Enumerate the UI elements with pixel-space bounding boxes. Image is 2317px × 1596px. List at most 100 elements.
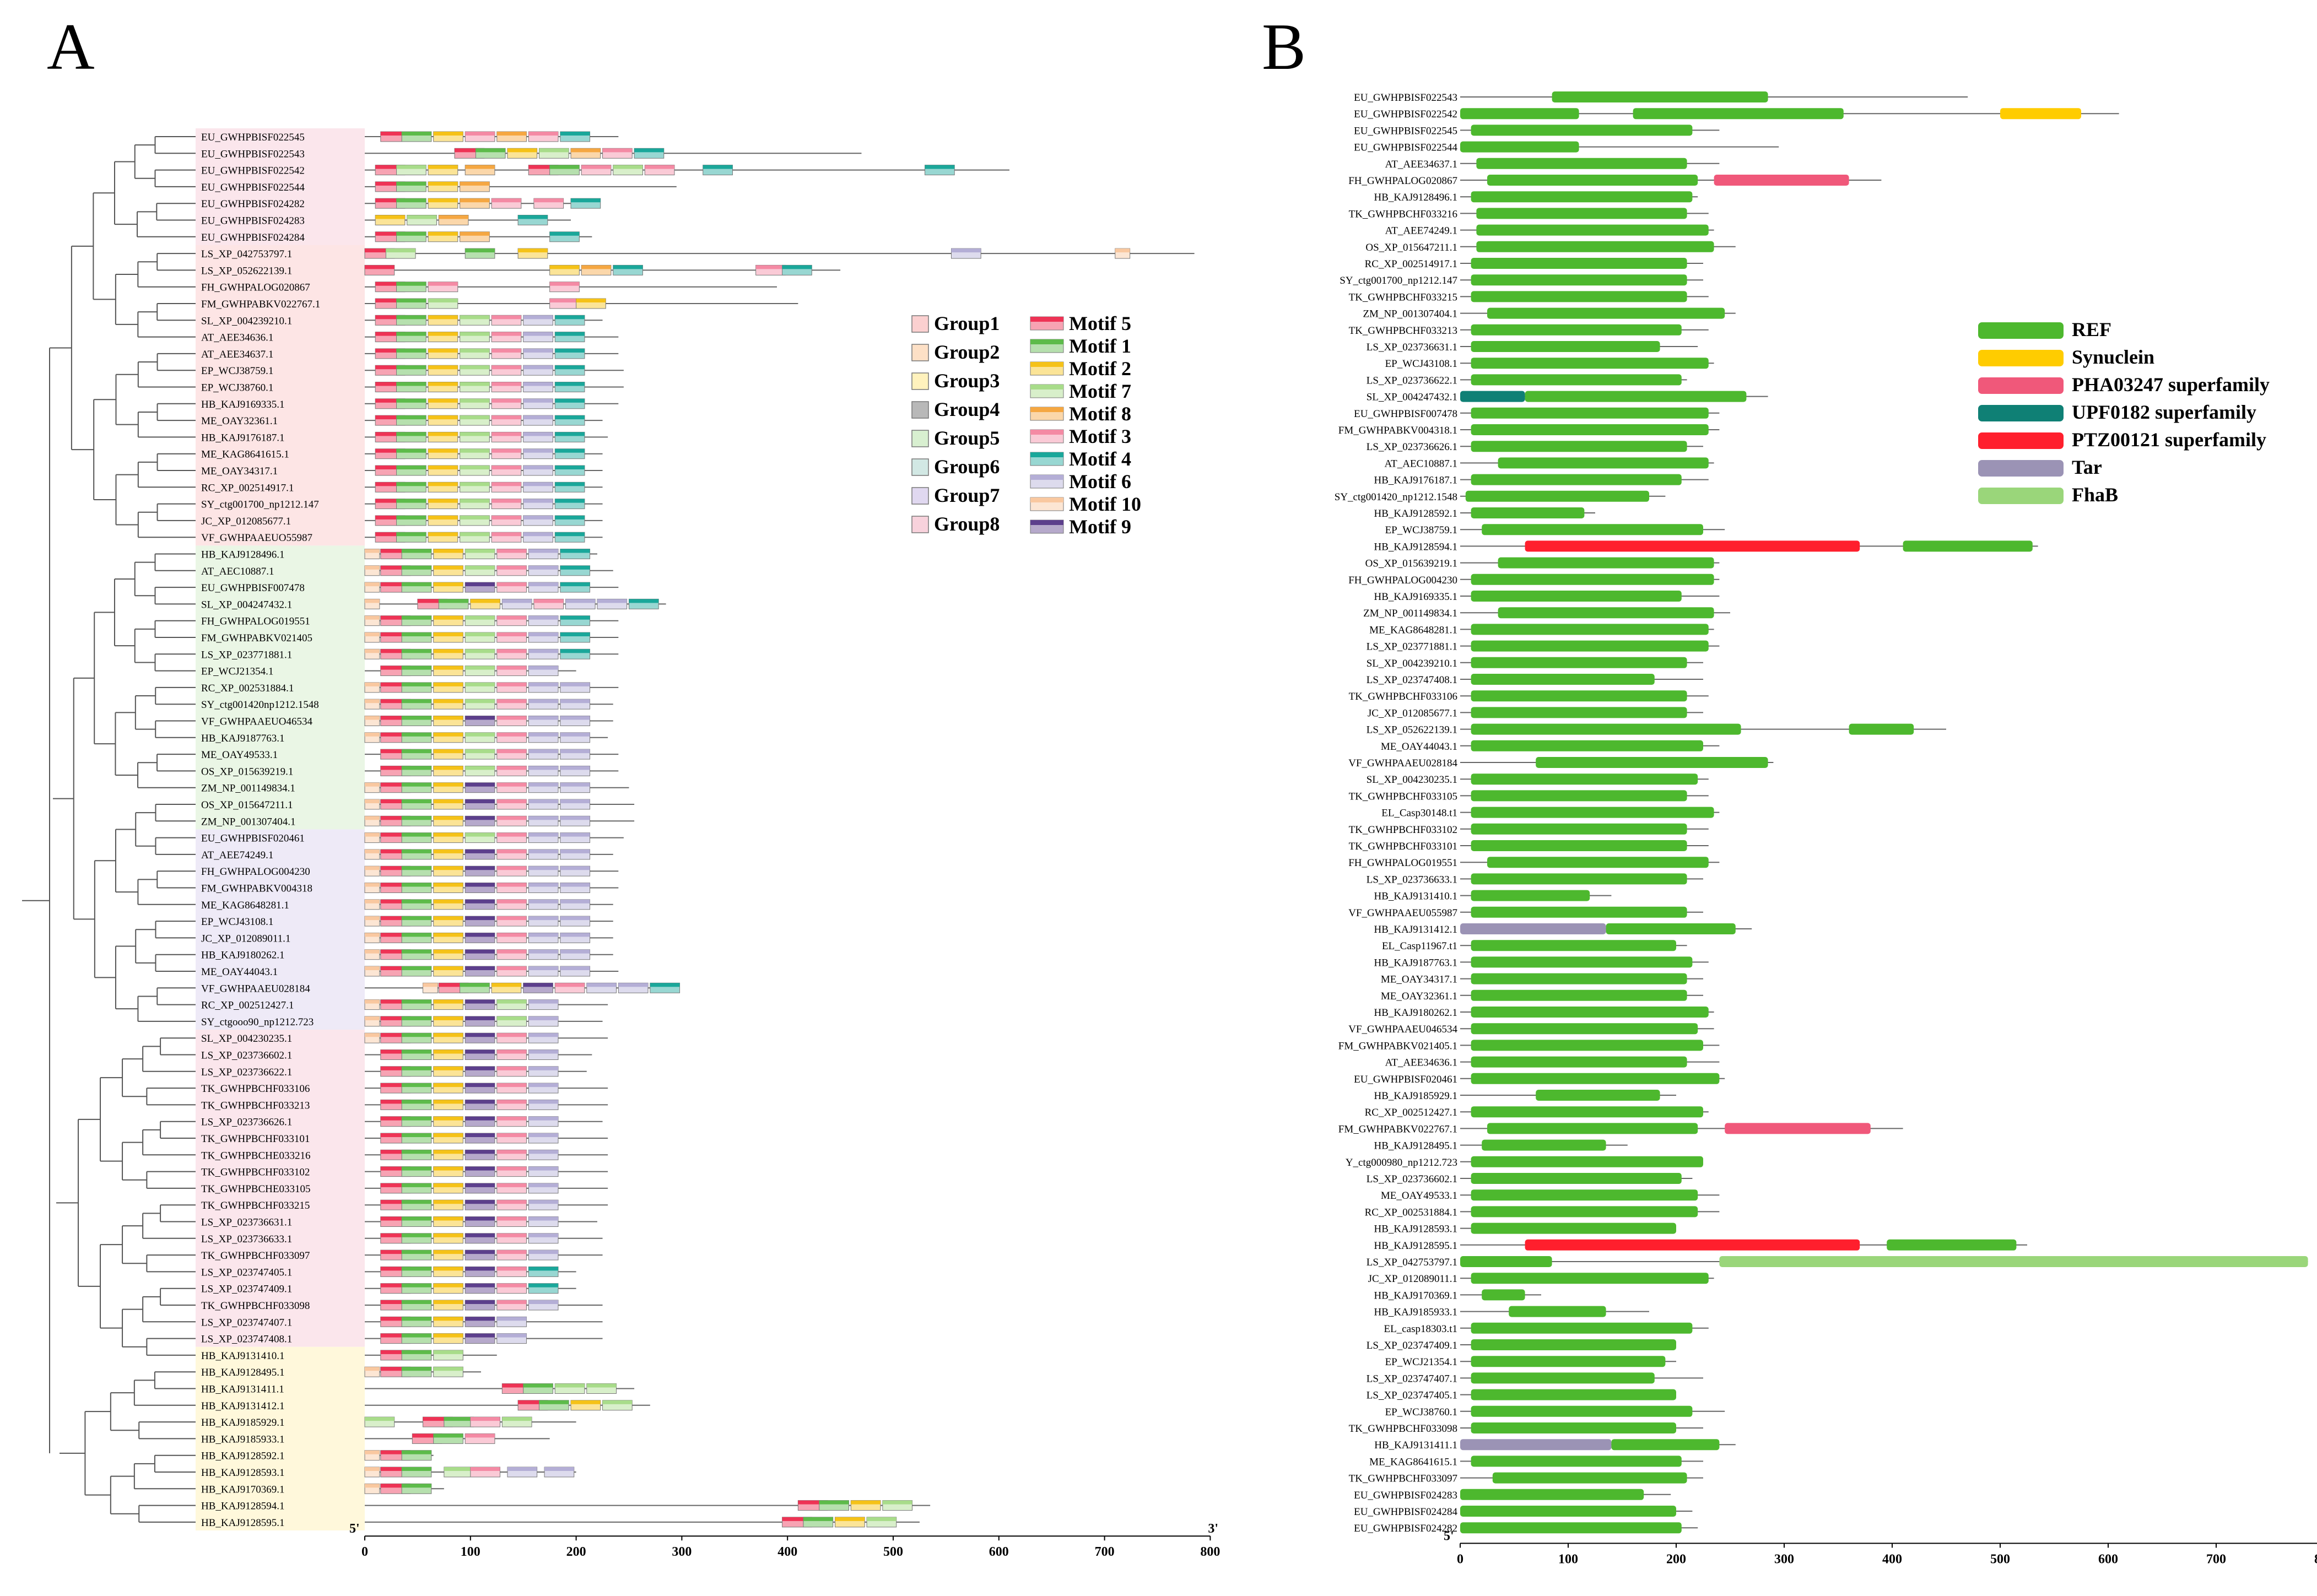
motif-band: [492, 198, 521, 203]
protein-label: HB_KAJ9176187.1: [1374, 475, 1457, 486]
domain-box: [1471, 574, 1714, 585]
motif-band: [523, 532, 553, 537]
domain-box: [1471, 707, 1687, 718]
motif-band: [396, 365, 426, 370]
protein-label: EP_WCJ43108.1: [1385, 358, 1457, 370]
sequence-label: TK_GWHPBCHF033215: [201, 1200, 310, 1211]
motif-band: [433, 949, 463, 954]
motif-band: [365, 916, 380, 921]
protein-label: AT_AEE34637.1: [1385, 159, 1457, 170]
motif-band: [629, 599, 659, 603]
sequence-label: LS_XP_023736622.1: [201, 1067, 292, 1078]
motif-band: [423, 1417, 453, 1421]
protein-label: HB_KAJ9128496.1: [1374, 192, 1457, 203]
domain-box: [1471, 274, 1687, 286]
motif-band: [496, 1066, 527, 1070]
motif-band: [496, 883, 527, 887]
domain-box: [1471, 1156, 1703, 1167]
motif-band: [539, 148, 569, 153]
domain-box: [1471, 740, 1703, 751]
motif-band: [476, 148, 506, 153]
sequence-label: HB_KAJ9131410.1: [201, 1350, 284, 1362]
domain-box: [1498, 457, 1709, 469]
motif-band: [560, 949, 590, 954]
motif-band: [433, 615, 463, 620]
protein-label: TK_GWHPBCHF033098: [1349, 1423, 1457, 1435]
domain-box: [1471, 773, 1698, 785]
protein-label: TK_GWHPBCHF033105: [1349, 791, 1457, 802]
domain-swatch: [1978, 432, 2064, 449]
motif-band: [851, 1500, 881, 1505]
motif-band: [402, 799, 431, 803]
domain-box: [1471, 1222, 1676, 1234]
motif-label: Motif 4: [1069, 448, 1131, 470]
sequence-label: ME_OAY49533.1: [201, 749, 278, 761]
motif-band: [586, 1383, 617, 1388]
motif-band: [365, 615, 380, 620]
motif-band: [555, 466, 585, 469]
sequence-label: EU_GWHPBISF022543: [201, 148, 305, 160]
motif-band: [492, 499, 521, 503]
motif-band: [380, 549, 411, 553]
motif-band: [396, 432, 426, 436]
protein-label: HB_KAJ9128594.1: [1374, 541, 1457, 553]
motif-band: [433, 732, 463, 737]
motif-band: [560, 849, 590, 853]
motif-band: [402, 999, 431, 1004]
motif-band: [465, 582, 495, 587]
sequence-label: AT_AEE34637.1: [201, 349, 273, 360]
domain-box: [1471, 624, 1709, 635]
protein-label: OS_XP_015647211.1: [1365, 242, 1457, 253]
motif-band: [375, 482, 405, 486]
domain-box: [1482, 1139, 1606, 1151]
motif-band: [375, 382, 405, 386]
motif-band: [380, 1250, 411, 1254]
motif-band: [496, 732, 527, 737]
motif-band: [465, 899, 495, 904]
domain-box: [1471, 258, 1687, 269]
sequence-label: TK_GWHPBCHF033101: [201, 1133, 310, 1145]
protein-label: EP_WCJ38760.1: [1385, 1406, 1457, 1418]
motif-band: [433, 1333, 463, 1338]
motif-band: [571, 1400, 601, 1404]
motif-band: [380, 1066, 411, 1070]
domain-box: [1487, 1123, 1698, 1134]
motif-band: [465, 749, 495, 754]
protein-label: EU_GWHPBISF022542: [1354, 109, 1457, 120]
motif-band: [444, 1417, 474, 1421]
motif-band: [433, 1166, 463, 1171]
protein-label: SL_XP_004230235.1: [1367, 774, 1457, 786]
domain-swatch: [1978, 322, 2064, 339]
motif-band: [528, 716, 558, 720]
domain-box: [1460, 1506, 1676, 1517]
motif-band: [433, 565, 463, 570]
motif-band: [528, 782, 558, 787]
protein-label: VF_GWHPAAEU046534: [1348, 1024, 1457, 1035]
motif-band: [402, 749, 431, 754]
domain-box: [1471, 358, 1709, 369]
motif-band: [528, 1150, 558, 1154]
motif-band: [433, 1033, 463, 1037]
motif-band: [433, 582, 463, 587]
motif-band: [496, 565, 527, 570]
motif-band: [402, 1333, 431, 1338]
domain-box: [1849, 723, 1914, 735]
motif-band: [380, 933, 411, 937]
domain-box: [1460, 391, 1525, 402]
protein-label: EU_GWHPBISF024284: [1354, 1506, 1457, 1518]
motif-band: [433, 816, 463, 820]
motif-band: [380, 1350, 411, 1354]
motif-band: [496, 549, 527, 553]
domain-box: [1471, 291, 1687, 302]
domain-label: Tar: [2072, 456, 2102, 478]
motif-band: [533, 599, 564, 603]
motif-band: [402, 565, 431, 570]
motif-band: [402, 682, 431, 686]
motif-band: [528, 732, 558, 737]
sequence-label: ME_KAG8648281.1: [201, 900, 289, 911]
motif-band: [703, 165, 733, 169]
motif-band: [465, 1100, 495, 1104]
motif-band: [523, 448, 553, 453]
motif-band: [365, 1367, 380, 1371]
motif-band: [496, 1116, 527, 1121]
